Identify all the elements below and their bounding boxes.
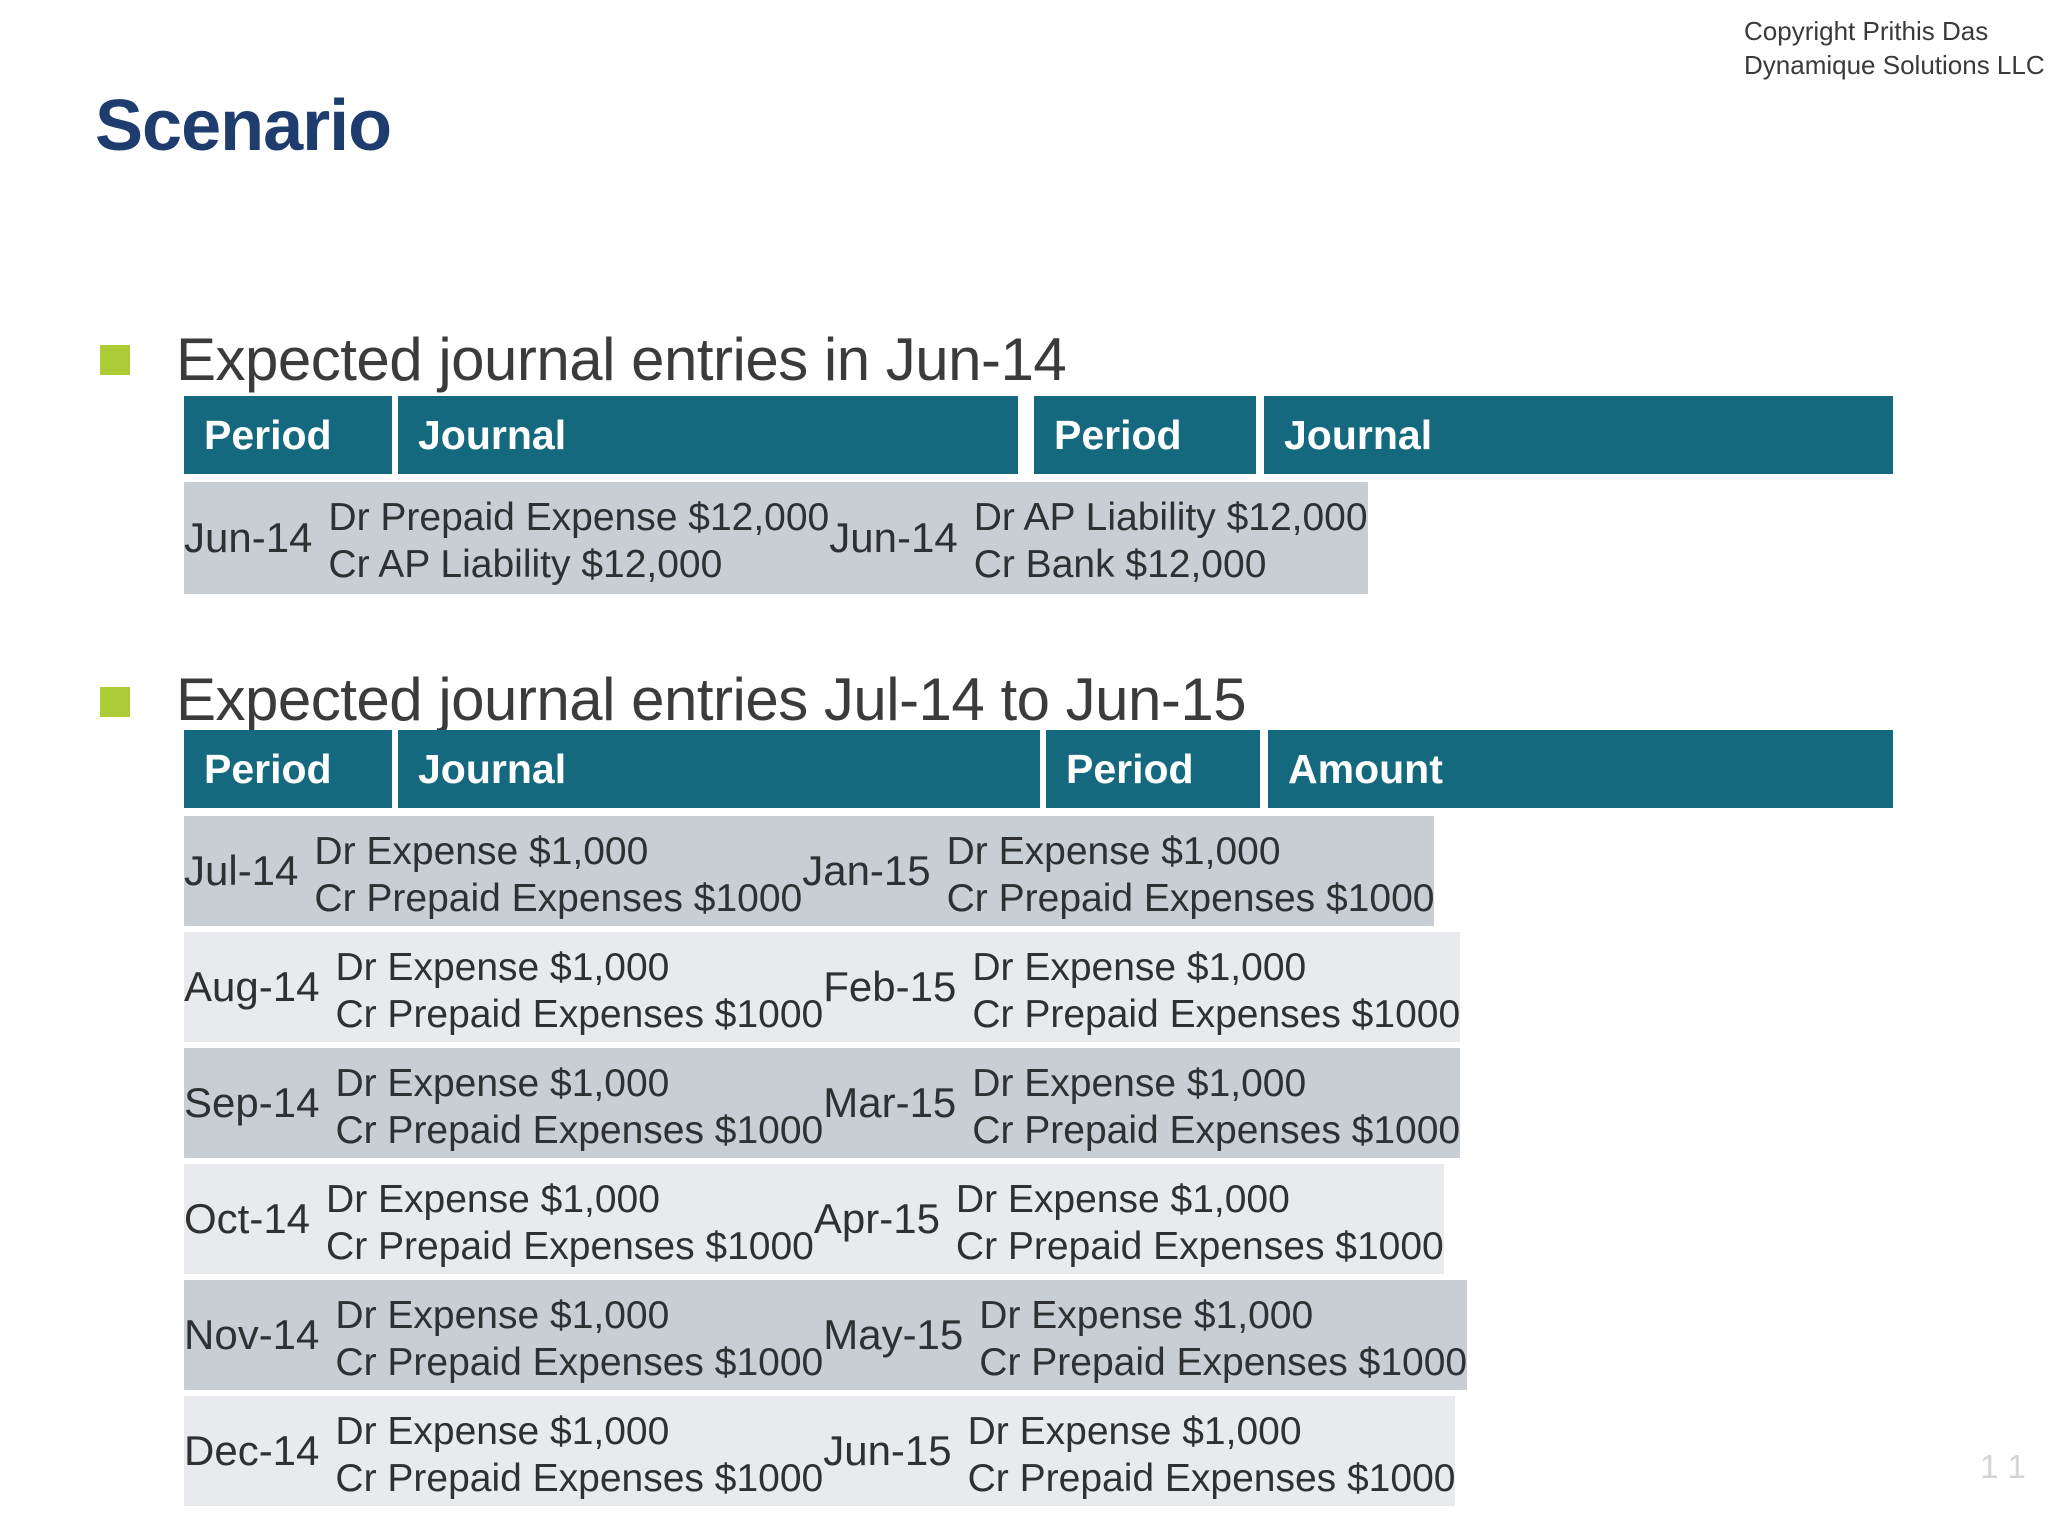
column-header-period: Period [184, 396, 392, 474]
journal-cell: Dr Expense $1,000 Cr Prepaid Expenses $1… [310, 1164, 814, 1274]
column-header-journal: Journal [1264, 396, 1893, 474]
period-cell: Nov-14 [184, 1280, 320, 1390]
period-cell: Apr-15 [813, 1164, 940, 1274]
copyright-line-1: Copyright Prithis Das [1744, 16, 1989, 46]
journal-debit-line: Dr Expense $1,000 [335, 1294, 670, 1337]
table-row: Oct-14 Dr Expense $1,000 Cr Prepaid Expe… [184, 1164, 1893, 1274]
period-cell: Sep-14 [184, 1048, 320, 1158]
amount-cell: Dr Expense $1,000 Cr Prepaid Expenses $1… [930, 816, 1435, 926]
table-row: Jun-14 Dr Prepaid Expense $12,000 Cr AP … [184, 482, 1893, 594]
table-row: Dec-14 Dr Expense $1,000 Cr Prepaid Expe… [184, 1396, 1893, 1506]
journal-cell: Dr Prepaid Expense $12,000 Cr AP Liabili… [312, 482, 830, 594]
journal-credit-line: Cr Prepaid Expenses $1000 [335, 1457, 824, 1500]
journal-debit-line: Dr AP Liability $12,000 [973, 496, 1368, 539]
slide-title: Scenario [95, 86, 392, 166]
journal-debit-line: Dr Expense $1,000 [314, 830, 649, 873]
section-2-heading: Expected journal entries Jul-14 to Jun-1… [176, 666, 1247, 733]
journal-table-jun14: Period Journal Period Journal Jun-14 Dr … [184, 396, 1893, 600]
period-cell: Jan-15 [802, 816, 931, 926]
journal-credit-line: Cr Prepaid Expenses $1000 [972, 993, 1461, 1036]
journal-credit-line: Cr Prepaid Expenses $1000 [326, 1225, 814, 1268]
journal-debit-line: Dr Expense $1,000 [335, 1062, 670, 1105]
bullet-square-icon [100, 687, 130, 717]
journal-debit-line: Dr Prepaid Expense $12,000 [328, 496, 830, 539]
table-row: Jul-14 Dr Expense $1,000 Cr Prepaid Expe… [184, 816, 1893, 926]
column-header-period: Period [1046, 730, 1260, 808]
journal-cell: Dr Expense $1,000 Cr Prepaid Expenses $1… [319, 1396, 824, 1506]
column-header-amount: Amount [1268, 730, 1893, 808]
journal-table-jul14-jun15: Period Journal Period Amount Jul-14 Dr E… [184, 730, 1893, 1512]
amount-cell: Dr Expense $1,000 Cr Prepaid Expenses $1… [963, 1280, 1468, 1390]
table-row: Aug-14 Dr Expense $1,000 Cr Prepaid Expe… [184, 932, 1893, 1042]
journal-cell: Dr Expense $1,000 Cr Prepaid Expenses $1… [298, 816, 803, 926]
period-cell: Jul-14 [184, 816, 299, 926]
period-cell: May-15 [823, 1280, 964, 1390]
period-cell: Dec-14 [184, 1396, 320, 1506]
journal-cell: Dr Expense $1,000 Cr Prepaid Expenses $1… [319, 1048, 824, 1158]
table-header-row: Period Journal Period Amount [184, 730, 1893, 808]
journal-credit-line: Cr Prepaid Expenses $1000 [972, 1109, 1461, 1152]
journal-debit-line: Dr Expense $1,000 [955, 1178, 1290, 1221]
period-cell: Jun-15 [823, 1396, 952, 1506]
amount-cell: Dr Expense $1,000 Cr Prepaid Expenses $1… [956, 1048, 1461, 1158]
journal-debit-line: Dr Expense $1,000 [946, 830, 1281, 873]
period-cell: Aug-14 [184, 932, 320, 1042]
bullet-square-icon [100, 345, 130, 375]
journal-debit-line: Dr Expense $1,000 [972, 946, 1307, 989]
journal-credit-line: Cr Prepaid Expenses $1000 [955, 1225, 1444, 1268]
copyright-line-2: Dynamique Solutions LLC [1744, 50, 2045, 80]
journal-debit-line: Dr Expense $1,000 [967, 1410, 1302, 1453]
column-header-journal: Journal [398, 396, 1018, 474]
column-header-period: Period [1034, 396, 1256, 474]
journal-credit-line: Cr Prepaid Expenses $1000 [967, 1457, 1456, 1500]
journal-cell: Dr Expense $1,000 Cr Prepaid Expenses $1… [319, 1280, 824, 1390]
table-row: Nov-14 Dr Expense $1,000 Cr Prepaid Expe… [184, 1280, 1893, 1390]
period-cell: Jun-14 [184, 482, 313, 594]
section-1-heading: Expected journal entries in Jun-14 [176, 326, 1067, 393]
period-cell: Jun-14 [829, 482, 958, 594]
period-cell: Feb-15 [823, 932, 957, 1042]
journal-debit-line: Dr Expense $1,000 [326, 1178, 660, 1221]
journal-credit-line: Cr Bank $12,000 [973, 543, 1267, 586]
period-cell: Oct-14 [184, 1164, 311, 1274]
journal-credit-line: Cr Prepaid Expenses $1000 [314, 877, 803, 920]
column-header-period: Period [184, 730, 392, 808]
journal-cell: Dr AP Liability $12,000 Cr Bank $12,000 [957, 482, 1368, 594]
journal-debit-line: Dr Expense $1,000 [972, 1062, 1307, 1105]
table-header-row: Period Journal Period Journal [184, 396, 1893, 474]
journal-credit-line: Cr Prepaid Expenses $1000 [335, 1341, 824, 1384]
amount-cell: Dr Expense $1,000 Cr Prepaid Expenses $1… [951, 1396, 1456, 1506]
amount-cell: Dr Expense $1,000 Cr Prepaid Expenses $1… [956, 932, 1461, 1042]
journal-credit-line: Cr Prepaid Expenses $1000 [946, 877, 1435, 920]
journal-debit-line: Dr Expense $1,000 [979, 1294, 1314, 1337]
column-header-journal: Journal [398, 730, 1040, 808]
amount-cell: Dr Expense $1,000 Cr Prepaid Expenses $1… [939, 1164, 1444, 1274]
copyright-block: Copyright Prithis Das Dynamique Solution… [1744, 14, 2045, 82]
journal-credit-line: Cr Prepaid Expenses $1000 [979, 1341, 1468, 1384]
journal-credit-line: Cr Prepaid Expenses $1000 [335, 1109, 824, 1152]
table-row: Sep-14 Dr Expense $1,000 Cr Prepaid Expe… [184, 1048, 1893, 1158]
period-cell: Mar-15 [823, 1048, 957, 1158]
journal-cell: Dr Expense $1,000 Cr Prepaid Expenses $1… [319, 932, 824, 1042]
page-number: 1 1 [1980, 1448, 2026, 1485]
journal-credit-line: Cr Prepaid Expenses $1000 [335, 993, 824, 1036]
journal-debit-line: Dr Expense $1,000 [335, 946, 670, 989]
journal-credit-line: Cr AP Liability $12,000 [328, 543, 723, 586]
journal-debit-line: Dr Expense $1,000 [335, 1410, 670, 1453]
